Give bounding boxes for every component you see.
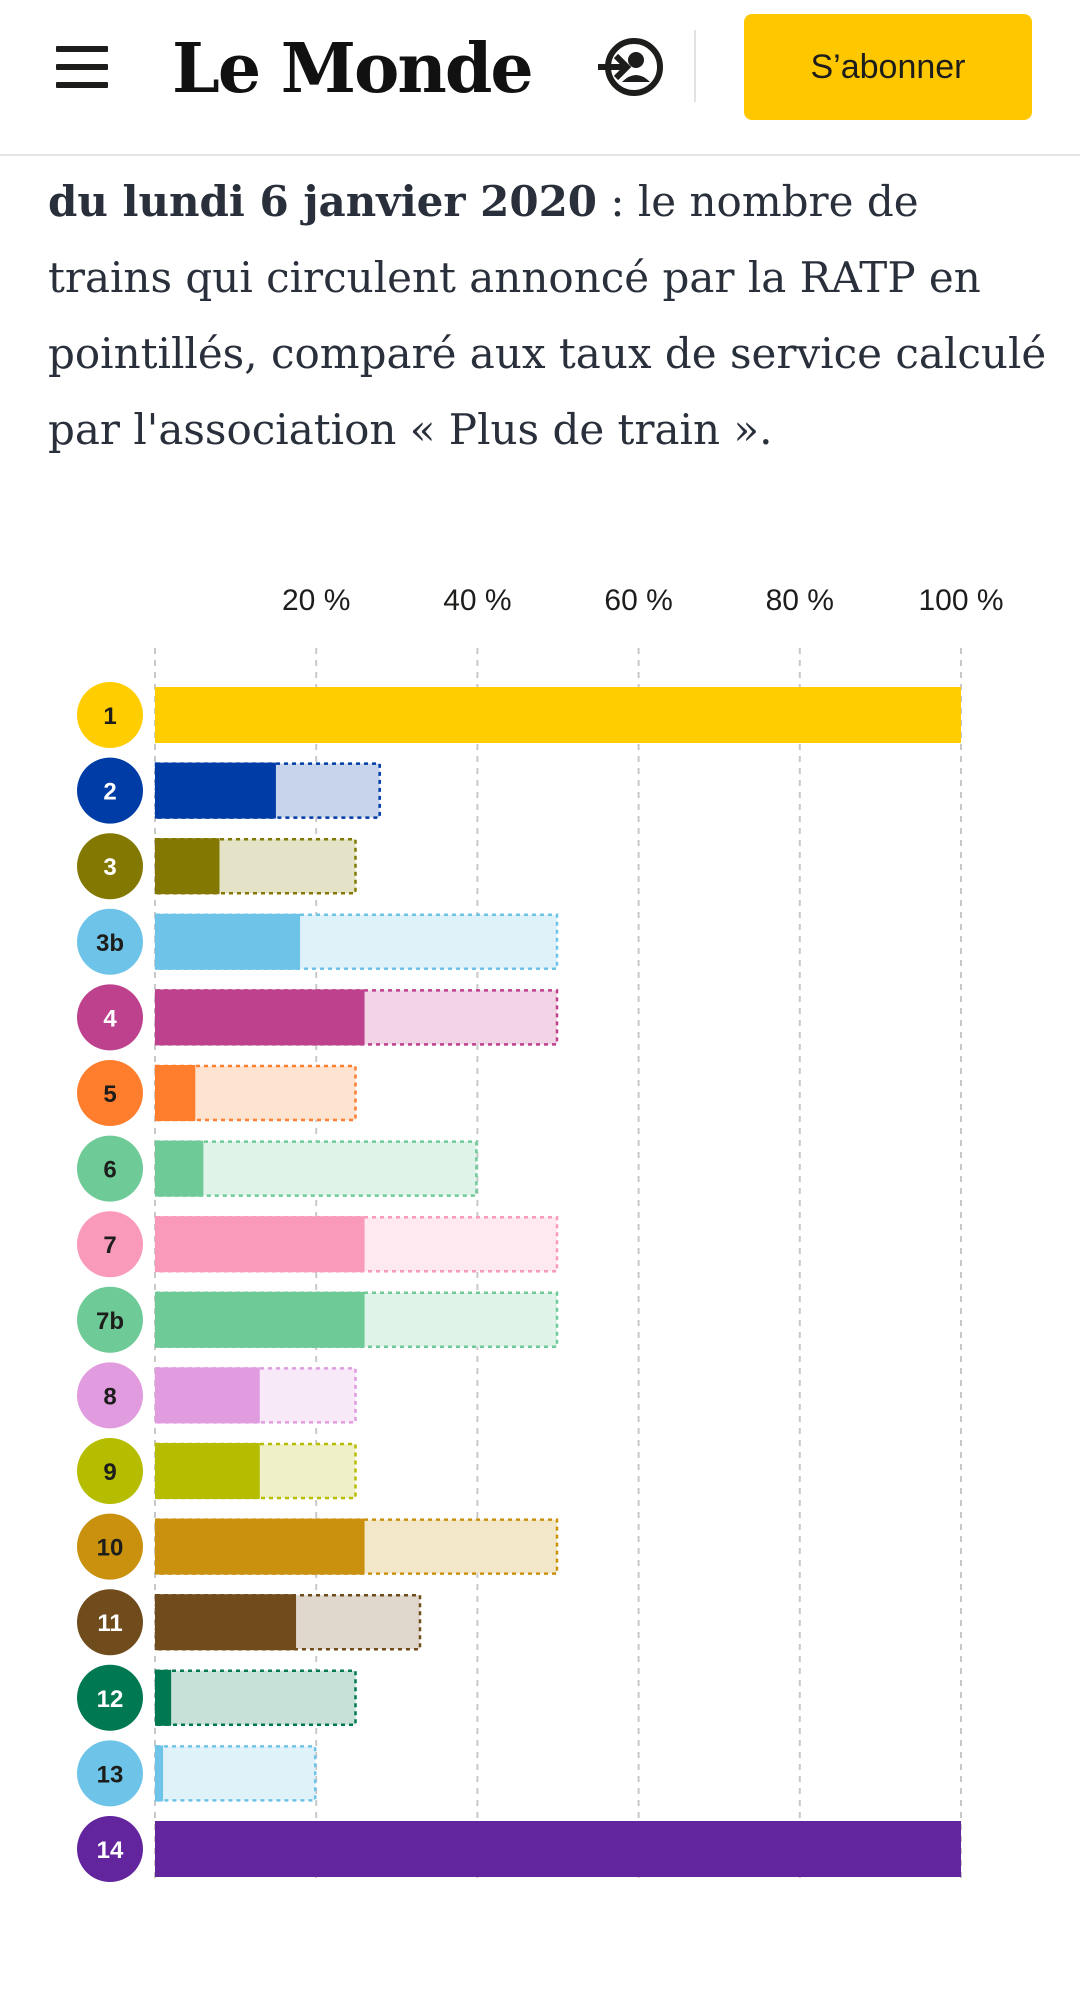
line-badge-circle	[77, 833, 143, 900]
actual-bar	[155, 838, 220, 895]
line-badge-circle	[77, 1589, 143, 1656]
site-header: Le Monde S’abonner	[0, 0, 1080, 156]
x-tick-label: 20 %	[282, 584, 350, 617]
actual-bar	[155, 687, 961, 743]
x-tick-label: 100 %	[918, 584, 1003, 617]
actual-bar	[155, 913, 301, 970]
line-badge-circle	[77, 1060, 143, 1126]
intro-date: du lundi 6 janvier 2020	[48, 177, 598, 226]
line-label: 1	[103, 703, 116, 730]
line-badge-circle	[77, 1135, 143, 1202]
actual-bar	[155, 1291, 365, 1348]
bar-chart: 20 % 40 % 60 % 80 % 100 %1233b45677b89101112…	[77, 584, 1004, 1882]
x-tick-label: 40 %	[443, 584, 511, 617]
line-badge-circle	[77, 682, 143, 748]
line-label: 4	[103, 1005, 117, 1032]
line-label: 3b	[96, 930, 124, 957]
actual-bar	[155, 1443, 260, 1499]
line-badge-circle	[77, 1740, 143, 1807]
line-label: 3	[103, 854, 116, 881]
announced-bar	[154, 1669, 357, 1727]
line-label: 5	[103, 1081, 116, 1108]
line-badge-circle	[77, 908, 143, 975]
x-tick-label: 60 %	[604, 584, 672, 617]
actual-bar	[155, 1594, 297, 1651]
actual-bar	[155, 1821, 961, 1877]
line-label: 7b	[96, 1308, 124, 1335]
line-label: 14	[97, 1837, 124, 1864]
line-badge-circle	[77, 1664, 143, 1731]
actual-bar	[155, 1216, 365, 1273]
line-badge-circle	[77, 1211, 143, 1278]
site-logo[interactable]: Le Monde	[172, 29, 534, 109]
line-badge-circle	[77, 1513, 143, 1580]
line-badge-circle	[77, 1286, 143, 1353]
line-badge-circle	[77, 1362, 143, 1429]
login-icon[interactable]	[596, 36, 666, 98]
line-label: 12	[97, 1686, 124, 1713]
actual-bar	[155, 1669, 172, 1726]
line-badge-circle	[77, 1816, 143, 1882]
line-badge-circle	[77, 757, 143, 824]
line-label: 7	[103, 1232, 116, 1259]
announced-bar	[154, 1140, 478, 1197]
intro-text: du lundi 6 janvier 2020 : le nombre de t…	[48, 164, 1048, 468]
line-label: 13	[97, 1761, 124, 1788]
line-label: 10	[97, 1535, 124, 1562]
actual-bar	[155, 1065, 196, 1121]
subscribe-button[interactable]: S’abonner	[744, 14, 1032, 120]
line-label: 2	[103, 779, 116, 806]
actual-bar	[155, 1745, 164, 1802]
intro-rest: : le nombre de trains qui circulent anno…	[48, 177, 1047, 454]
header-divider	[694, 30, 696, 102]
actual-bar	[155, 762, 276, 819]
actual-bar	[155, 1518, 365, 1575]
announced-bar	[154, 1745, 317, 1802]
line-label: 11	[97, 1610, 122, 1637]
actual-bar	[155, 989, 365, 1046]
line-badge-circle	[77, 984, 143, 1051]
actual-bar	[155, 1367, 260, 1424]
line-label: 8	[103, 1383, 116, 1410]
line-label: 9	[103, 1459, 116, 1486]
x-tick-label: 80 %	[766, 584, 834, 617]
line-label: 6	[103, 1157, 116, 1184]
line-badge-circle	[77, 1438, 143, 1504]
actual-bar	[155, 1140, 204, 1197]
menu-icon[interactable]	[52, 44, 112, 90]
